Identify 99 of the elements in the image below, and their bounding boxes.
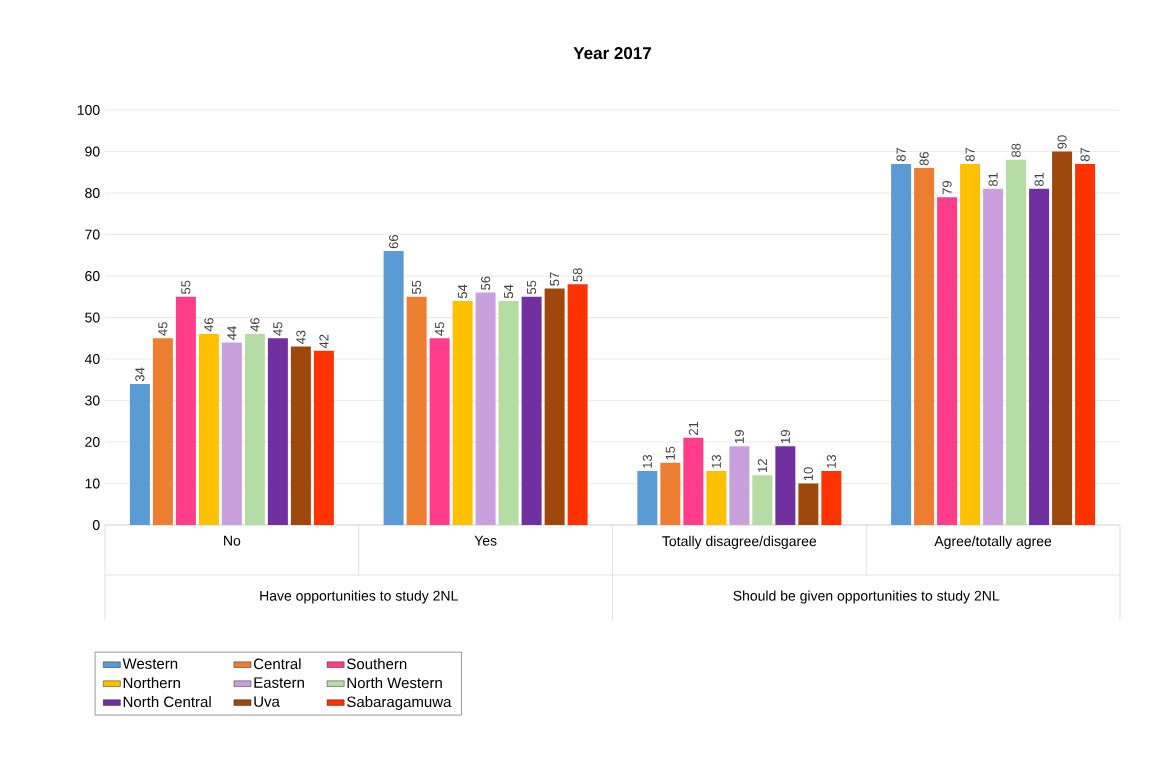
bar — [914, 168, 935, 525]
y-tick-label: 10 — [85, 478, 100, 489]
legend-label: Eastern — [254, 677, 304, 688]
data-label: 87 — [1080, 147, 1090, 162]
data-label: 45 — [158, 322, 168, 336]
bar — [429, 338, 450, 525]
data-label: 87 — [896, 147, 906, 162]
y-tick-label: 40 — [84, 354, 100, 364]
bar — [891, 163, 912, 525]
y-tick-label: 60 — [85, 271, 100, 281]
data-label: 86 — [919, 152, 929, 166]
data-label: 13 — [711, 454, 721, 468]
data-label: 46 — [204, 318, 214, 332]
text: Should be given opportunities to study 2NL — [733, 590, 1000, 604]
data-label: 79 — [942, 181, 952, 195]
y-tick-label: 20 — [85, 437, 100, 447]
y-tick-label: 70 — [85, 229, 100, 240]
legend-label: Southern — [347, 658, 407, 670]
data-label: 21 — [688, 421, 698, 435]
data-label: 81 — [988, 172, 998, 187]
data-label: 46 — [250, 318, 260, 332]
legend-label: North Central — [123, 696, 211, 708]
bar — [475, 292, 496, 525]
data-label: 90 — [1057, 135, 1067, 149]
data-label: 43 — [296, 330, 306, 345]
bar — [175, 296, 196, 525]
legend-label: Uva — [254, 696, 280, 707]
data-label: 15 — [665, 446, 675, 460]
legend-label: Sabaragamuwa — [347, 696, 452, 711]
bar — [983, 188, 1004, 525]
bar — [129, 383, 150, 525]
bar — [637, 471, 658, 525]
bar — [244, 334, 265, 525]
data-label: 19 — [780, 430, 790, 443]
x-tick-label: No — [224, 535, 241, 546]
bar — [1006, 159, 1027, 525]
x-tick-label: Totally disagree/disgaree — [662, 535, 817, 549]
bar — [752, 475, 773, 525]
x-tick-label: Agree/totally agree — [934, 535, 1052, 549]
y-tick-label: 90 — [85, 146, 100, 157]
data-label: 54 — [504, 284, 514, 299]
data-label: 13 — [826, 454, 836, 468]
bar — [937, 197, 958, 525]
bar — [290, 346, 311, 525]
data-label: 13 — [642, 454, 652, 468]
data-label: 81 — [1034, 172, 1044, 187]
bar — [198, 334, 219, 525]
legend-label: Central — [253, 658, 301, 670]
data-label: 55 — [181, 280, 191, 295]
bar — [452, 300, 473, 525]
bar — [544, 288, 565, 525]
bar — [521, 296, 542, 525]
bar — [798, 483, 819, 525]
bar — [706, 471, 727, 525]
legend-label: Western — [122, 658, 178, 669]
y-tick-label: 80 — [85, 188, 100, 198]
bar — [406, 296, 427, 525]
bar — [729, 446, 750, 525]
data-label: 10 — [803, 467, 813, 481]
data-label: 55 — [527, 280, 537, 295]
data-label: 19 — [734, 430, 744, 443]
data-label: 45 — [273, 322, 283, 336]
bar — [383, 251, 404, 525]
data-label: 87 — [965, 147, 975, 162]
text: Have opportunities to study 2NL — [260, 590, 458, 604]
bar — [960, 163, 981, 525]
data-label: 88 — [1011, 143, 1021, 158]
chart-title: Year 2017 — [573, 47, 651, 60]
bar — [1075, 163, 1096, 525]
data-label: 42 — [319, 334, 329, 349]
legend-label: Northern — [123, 677, 180, 689]
data-label: 54 — [458, 284, 468, 299]
legend-label: North Western — [347, 677, 442, 689]
bar — [152, 338, 173, 525]
y-tick-label: 50 — [85, 312, 100, 323]
data-label: 12 — [757, 459, 767, 472]
bar — [567, 284, 588, 525]
bar — [821, 471, 842, 525]
y-tick-label: 0 — [92, 520, 100, 530]
bar — [683, 437, 704, 525]
bar — [660, 462, 681, 525]
bar — [313, 350, 334, 525]
x-tick-label: Yes — [474, 535, 497, 546]
bar — [498, 300, 519, 525]
data-label: 44 — [227, 326, 237, 340]
data-label: 58 — [573, 268, 583, 282]
bar — [1052, 151, 1073, 525]
data-label: 56 — [481, 276, 491, 290]
bar — [221, 342, 242, 525]
y-tick-label: 30 — [85, 395, 100, 406]
bar — [1029, 188, 1050, 525]
data-label: 66 — [389, 235, 399, 249]
data-label: 45 — [435, 322, 445, 336]
y-tick-label: 100 — [77, 105, 100, 115]
data-label: 57 — [550, 272, 560, 286]
bar — [267, 338, 288, 525]
data-label: 34 — [135, 367, 145, 382]
bar — [775, 446, 796, 525]
data-label: 55 — [412, 280, 422, 295]
